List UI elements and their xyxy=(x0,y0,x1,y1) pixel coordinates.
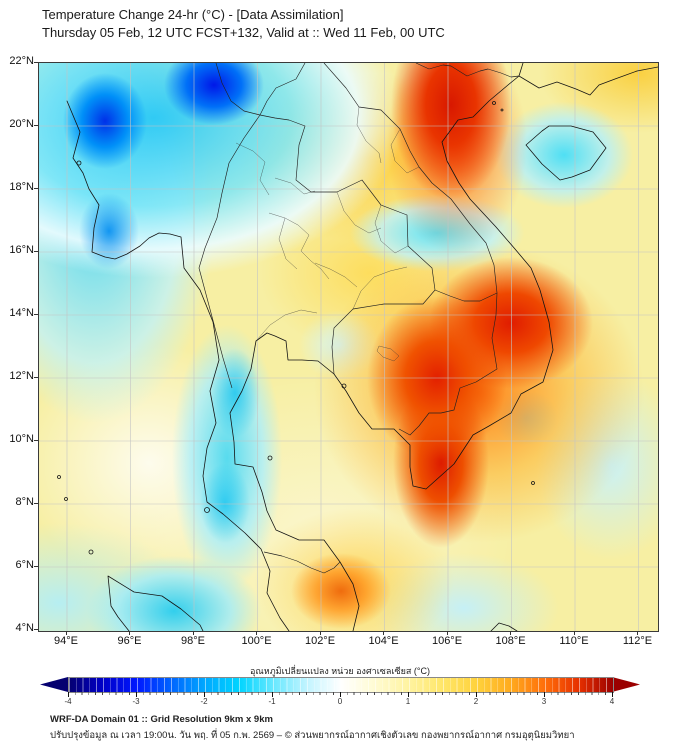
colorbar-major-tick xyxy=(543,692,545,697)
lon-tick xyxy=(192,631,194,635)
page-title: Temperature Change 24-hr (°C) - [Data As… xyxy=(42,7,344,22)
lat-tick xyxy=(34,61,38,63)
lat-tick xyxy=(34,376,38,378)
lat-tick xyxy=(34,250,38,252)
lat-axis-label: 10°N xyxy=(9,433,34,445)
footer-domain-info: WRF-DA Domain 01 :: Grid Resolution 9km … xyxy=(50,714,273,725)
lat-tick xyxy=(34,187,38,189)
colorbar-segments xyxy=(69,678,613,692)
colorbar-major-tick xyxy=(407,692,409,697)
colorbar-major-tick xyxy=(203,692,205,697)
colorbar-gradient xyxy=(68,677,614,693)
colorbar-tick-label: -1 xyxy=(268,697,276,706)
lon-axis-label: 100°E xyxy=(241,635,272,647)
lat-axis-label: 22°N xyxy=(9,55,34,67)
lon-axis-label: 96°E xyxy=(117,635,142,647)
lat-axis-label: 18°N xyxy=(9,181,34,193)
lon-axis-label: 110°E xyxy=(559,635,589,647)
graticule xyxy=(39,63,658,631)
lon-axis-label: 98°E xyxy=(181,635,205,647)
lat-tick xyxy=(34,502,38,504)
colorbar-tick-label: 0 xyxy=(337,697,343,706)
colorbar-tick-label: -3 xyxy=(132,697,140,706)
colorbar-major-tick xyxy=(271,692,273,697)
colorbar-tick-label: 3 xyxy=(541,697,547,706)
lon-tick xyxy=(446,631,448,635)
colorbar-major-tick xyxy=(339,692,341,697)
lon-tick xyxy=(573,631,575,635)
lon-tick xyxy=(510,631,511,635)
colorbar-tick-label: 2 xyxy=(473,697,479,706)
map-overlay xyxy=(39,63,658,631)
lat-axis-label: 20°N xyxy=(9,118,34,130)
colorbar-major-tick xyxy=(611,692,613,697)
lon-axis-label: 112°E xyxy=(622,635,653,647)
lon-tick xyxy=(256,631,257,635)
lon-axis-label: 102°E xyxy=(304,635,336,647)
lat-tick xyxy=(34,124,38,126)
lon-tick xyxy=(637,631,638,635)
lon-tick xyxy=(383,631,384,635)
lat-tick xyxy=(34,628,38,630)
colorbar-tick-label: -2 xyxy=(200,697,208,706)
lat-tick xyxy=(34,565,38,567)
colorbar: อุณหภูมิเปลี่ยนแปลง หน่วย องศาเซลเซียส (… xyxy=(40,664,640,706)
lat-axis-label: 14°N xyxy=(9,307,34,319)
lon-axis-label: 104°E xyxy=(368,635,399,647)
lon-tick xyxy=(129,631,130,635)
lat-tick xyxy=(34,439,38,441)
colorbar-major-tick xyxy=(135,692,137,697)
colorbar-right-arrow xyxy=(612,677,640,692)
lat-axis-label: 8°N xyxy=(15,496,34,508)
colorbar-major-tick xyxy=(475,692,477,697)
lon-axis-label: 94°E xyxy=(54,635,78,647)
country-borders xyxy=(198,63,520,574)
lon-tick xyxy=(65,631,67,635)
temperature-change-map xyxy=(38,62,659,632)
page-subtitle: Thursday 05 Feb, 12 UTC FCST+132, Valid … xyxy=(42,25,445,40)
coastline xyxy=(57,63,658,631)
lat-axis-label: 6°N xyxy=(15,559,34,571)
lon-axis-label: 108°E xyxy=(495,635,526,647)
lat-axis-label: 4°N xyxy=(15,622,34,634)
lon-axis-label: 106°E xyxy=(431,635,463,647)
lat-axis-label: 12°N xyxy=(9,370,34,382)
lat-tick xyxy=(34,313,38,315)
colorbar-tick-label: -4 xyxy=(64,697,72,706)
colorbar-title: อุณหภูมิเปลี่ยนแปลง หน่วย องศาเซลเซียส (… xyxy=(250,666,430,676)
lat-axis-label: 16°N xyxy=(9,244,34,256)
colorbar-tick-label: 1 xyxy=(405,697,411,706)
lon-tick xyxy=(319,631,321,635)
colorbar-major-tick xyxy=(67,692,69,697)
colorbar-tick-label: 4 xyxy=(609,697,615,706)
footer-update-info: ปรับปรุงข้อมูล ณ เวลา 19:00น. วัน พฤ. ที… xyxy=(50,730,575,741)
province-borders xyxy=(235,106,420,362)
colorbar-left-arrow xyxy=(40,677,68,692)
